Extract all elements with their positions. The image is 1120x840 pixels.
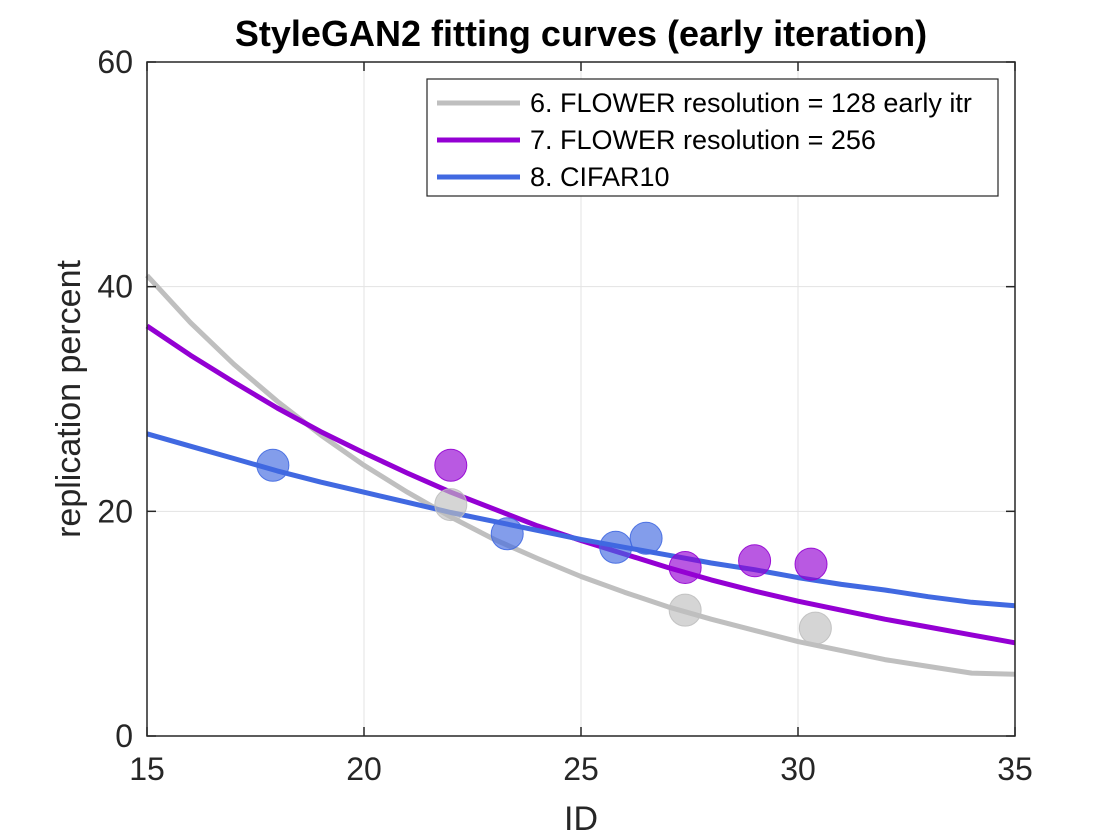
fit-curve-series-3 (146, 431, 1016, 609)
y-axis-label: replication percent (50, 260, 88, 538)
x-tick-label: 20 (346, 751, 382, 787)
legend-label: 8. CIFAR10 (530, 162, 670, 192)
data-point-series-3 (629, 521, 663, 555)
y-tick-label: 40 (97, 269, 133, 305)
data-point-series-2 (738, 544, 772, 578)
legend-box (426, 78, 999, 197)
data-point-series-3 (599, 530, 633, 564)
x-tick-label: 15 (129, 751, 165, 787)
legend-label: 7. FLOWER resolution = 256 (530, 125, 876, 155)
legend-label: 6. FLOWER resolution = 128 early itr (530, 88, 972, 118)
data-point-series-2 (794, 547, 828, 581)
y-tick-label: 20 (97, 493, 133, 529)
fit-curve-series-1 (145, 273, 1016, 677)
y-tick-label: 0 (115, 718, 133, 754)
axis-ticks: 15 20 25 30 35 0 20 40 60 (97, 44, 1032, 787)
x-tick-label: 30 (780, 751, 816, 787)
x-tick-label: 35 (997, 751, 1033, 787)
fit-curves (145, 273, 1016, 677)
x-axis-label: ID (564, 800, 598, 838)
data-point-series-3 (490, 517, 524, 551)
data-point-series-1 (668, 593, 702, 627)
data-point-series-2 (668, 551, 702, 584)
legend: 6. FLOWER resolution = 128 early itr 7. F… (426, 78, 999, 197)
x-tick-label: 25 (563, 751, 599, 787)
data-point-series-2 (434, 448, 468, 482)
data-point-series-1 (434, 488, 468, 522)
data-points (256, 448, 832, 645)
data-point-series-1 (798, 611, 832, 645)
y-tick-label: 60 (97, 44, 133, 80)
data-point-series-3 (256, 448, 290, 482)
chart-title: StyleGAN2 fitting curves (early iteratio… (235, 13, 927, 54)
